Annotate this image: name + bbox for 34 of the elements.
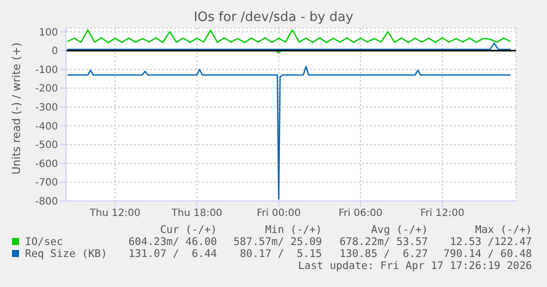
text: 130.85 / 6.27	[338, 248, 428, 260]
y-tick-label: -100	[35, 64, 58, 76]
text: Cur (-/+)	[159, 224, 217, 236]
legend-label: IO/sec	[24, 236, 64, 248]
y-axis-title: Units read (-) / write (+)	[10, 42, 23, 174]
text: 587.57m/ 25.09	[232, 236, 322, 248]
line-series	[66, 29, 512, 44]
text: 12.53 /122.47	[448, 236, 532, 248]
text: 790.14 / 60.48	[442, 248, 532, 260]
text: 80.17 / 5.15	[238, 248, 322, 260]
text: Min (-/+)	[264, 224, 322, 236]
y-tick-label: 0	[52, 46, 58, 58]
x-tick-label: Fri 12:00	[420, 208, 464, 220]
text: 678.22m/ 53.57	[338, 236, 428, 248]
y-tick-label: -800	[35, 196, 58, 208]
text: Max (-/+)	[474, 224, 532, 236]
y-tick-label: -200	[35, 84, 58, 95]
y-tick-label: -500	[35, 140, 58, 152]
line-series	[66, 66, 512, 200]
text: Avg (-/+)	[370, 224, 428, 236]
chart-title: IOs for /dev/sda - by day	[192, 10, 354, 25]
y-tick-label: -300	[35, 102, 58, 114]
x-tick-label: Thu 12:00	[88, 208, 140, 220]
x-tick-label: Fri 06:00	[338, 208, 383, 220]
y-tick-label: -700	[35, 178, 58, 189]
x-tick-label: Fri 00:00	[256, 208, 301, 220]
text: 604.23m/ 46.00	[127, 236, 217, 248]
text: 131.07 / 6.44	[127, 248, 217, 260]
x-tick-label: Thu 18:00	[170, 208, 222, 220]
y-tick-label: 100	[38, 27, 58, 38]
text: Last update: Fri Apr 17 17:26:19 2026	[297, 260, 532, 272]
y-tick-label: -400	[35, 121, 58, 132]
legend-label: Req Size (KB)	[24, 248, 108, 260]
y-tick-label: -600	[35, 158, 58, 170]
